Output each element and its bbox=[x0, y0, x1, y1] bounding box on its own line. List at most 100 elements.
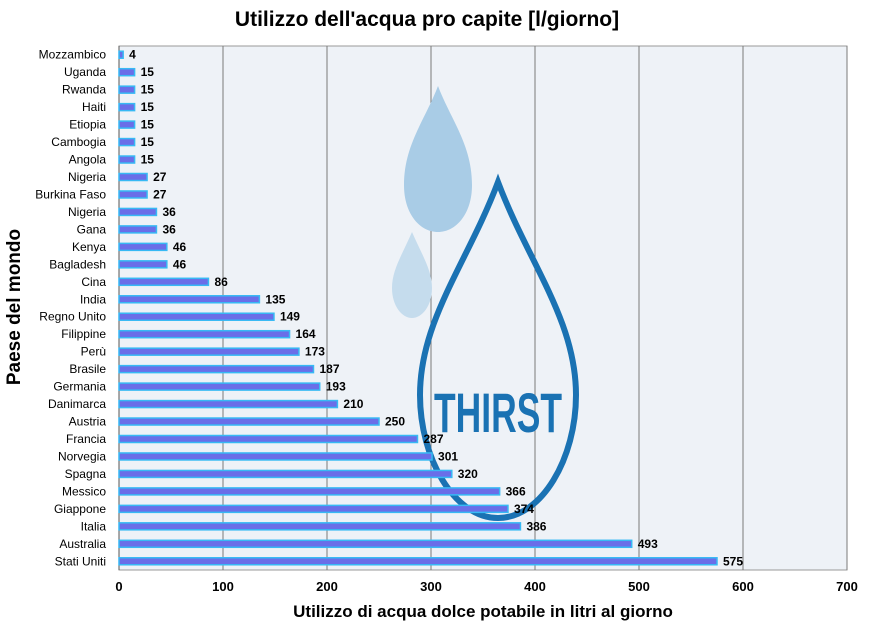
bar bbox=[118, 50, 124, 59]
category-label: Angola bbox=[69, 153, 107, 167]
y-axis-title: Paese del mondo bbox=[4, 229, 25, 385]
bar bbox=[118, 417, 380, 426]
watermark-text: THIRST bbox=[434, 381, 562, 444]
thirst-logo-watermark: THIRST bbox=[392, 86, 580, 522]
value-label: 210 bbox=[343, 397, 363, 411]
bar bbox=[118, 67, 136, 77]
category-label: Rwanda bbox=[62, 83, 106, 97]
x-tick-label: 700 bbox=[836, 579, 858, 594]
category-label: India bbox=[80, 292, 106, 306]
bar bbox=[118, 207, 158, 217]
big-drop-outline-icon bbox=[416, 173, 580, 522]
category-labels: Mozzambico Uganda Rwanda Haiti Etiopia Cambog… bbox=[35, 48, 106, 569]
bar bbox=[118, 487, 501, 496]
category-label: Nigeria bbox=[68, 170, 106, 184]
bar bbox=[118, 557, 718, 566]
bar bbox=[118, 277, 210, 287]
grid-lines bbox=[118, 46, 848, 570]
category-label: Danimarca bbox=[48, 397, 106, 411]
category-label: Austria bbox=[69, 415, 107, 429]
category-label: Stati Uniti bbox=[55, 554, 106, 568]
bar bbox=[118, 155, 136, 164]
bar bbox=[118, 295, 261, 304]
value-label: 193 bbox=[326, 380, 346, 394]
category-label: Kenya bbox=[72, 240, 106, 254]
value-label: 15 bbox=[141, 153, 155, 167]
category-label: Haiti bbox=[82, 100, 106, 114]
category-label: Germania bbox=[53, 380, 106, 394]
category-label: Bagladesh bbox=[49, 257, 106, 271]
value-label: 366 bbox=[506, 484, 526, 498]
value-label: 46 bbox=[173, 240, 187, 254]
bar bbox=[118, 120, 136, 129]
bar bbox=[118, 329, 291, 339]
value-label: 135 bbox=[265, 292, 285, 306]
chart-title: Utilizzo dell'acqua pro capite [l/giorno… bbox=[235, 8, 619, 31]
value-label: 149 bbox=[280, 310, 300, 324]
bar bbox=[118, 399, 339, 409]
x-axis-title: Utilizzo di acqua dolce potabile in litr… bbox=[293, 602, 673, 621]
value-label: 36 bbox=[162, 205, 176, 219]
value-label: 27 bbox=[153, 187, 167, 201]
value-label: 15 bbox=[141, 118, 155, 132]
bar bbox=[118, 172, 148, 182]
x-tick-label: 500 bbox=[628, 579, 650, 594]
value-label: 46 bbox=[173, 257, 187, 271]
value-label: 86 bbox=[214, 275, 228, 289]
value-label: 15 bbox=[141, 100, 155, 114]
category-label: Francia bbox=[66, 432, 106, 446]
value-label: 386 bbox=[526, 519, 546, 533]
category-label: Italia bbox=[81, 519, 107, 533]
x-tick-label: 100 bbox=[212, 579, 234, 594]
value-label: 15 bbox=[141, 135, 155, 149]
bar bbox=[118, 539, 633, 549]
value-label: 575 bbox=[723, 554, 743, 568]
category-label: Norvegia bbox=[58, 449, 106, 463]
category-label: Giappone bbox=[54, 502, 106, 516]
category-label: Filippine bbox=[61, 327, 106, 341]
x-tick-labels: 0 100 200 300 400 500 600 700 bbox=[115, 579, 857, 594]
category-label: Etiopia bbox=[69, 118, 106, 132]
value-label: 320 bbox=[458, 467, 478, 481]
category-label: Spagna bbox=[65, 467, 107, 481]
bar bbox=[118, 312, 275, 321]
bar bbox=[118, 347, 300, 356]
x-tick-label: 200 bbox=[316, 579, 338, 594]
bars bbox=[118, 50, 718, 566]
category-label: Regno Unito bbox=[39, 310, 106, 324]
plot-area bbox=[118, 45, 848, 571]
category-label: Mozzambico bbox=[39, 48, 107, 62]
bar bbox=[118, 190, 148, 199]
category-label: Messico bbox=[62, 484, 106, 498]
value-label: 4 bbox=[129, 48, 136, 62]
bar bbox=[118, 452, 433, 461]
value-label: 493 bbox=[638, 537, 658, 551]
category-label: Perù bbox=[81, 345, 106, 359]
category-label: Burkina Faso bbox=[35, 187, 106, 201]
category-label: Uganda bbox=[64, 65, 106, 79]
value-label: 27 bbox=[153, 170, 167, 184]
bar bbox=[118, 85, 136, 94]
small-drop-icon bbox=[392, 232, 432, 318]
category-label: Brasile bbox=[69, 362, 106, 376]
value-label: 164 bbox=[296, 327, 316, 341]
category-label: Cambogia bbox=[51, 135, 106, 149]
bar bbox=[118, 504, 509, 514]
bar bbox=[118, 137, 136, 147]
value-label: 301 bbox=[438, 449, 458, 463]
bar bbox=[118, 364, 315, 374]
bar bbox=[118, 242, 168, 252]
bar bbox=[118, 382, 321, 391]
category-label: Gana bbox=[77, 222, 107, 236]
value-label: 187 bbox=[319, 362, 339, 376]
bar bbox=[118, 225, 158, 234]
value-label: 287 bbox=[423, 432, 443, 446]
value-label: 15 bbox=[141, 83, 155, 97]
bar bbox=[118, 102, 136, 112]
bar bbox=[118, 522, 522, 531]
bar bbox=[118, 260, 168, 269]
x-tick-label: 400 bbox=[524, 579, 546, 594]
x-tick-label: 300 bbox=[420, 579, 442, 594]
bar bbox=[118, 434, 419, 444]
